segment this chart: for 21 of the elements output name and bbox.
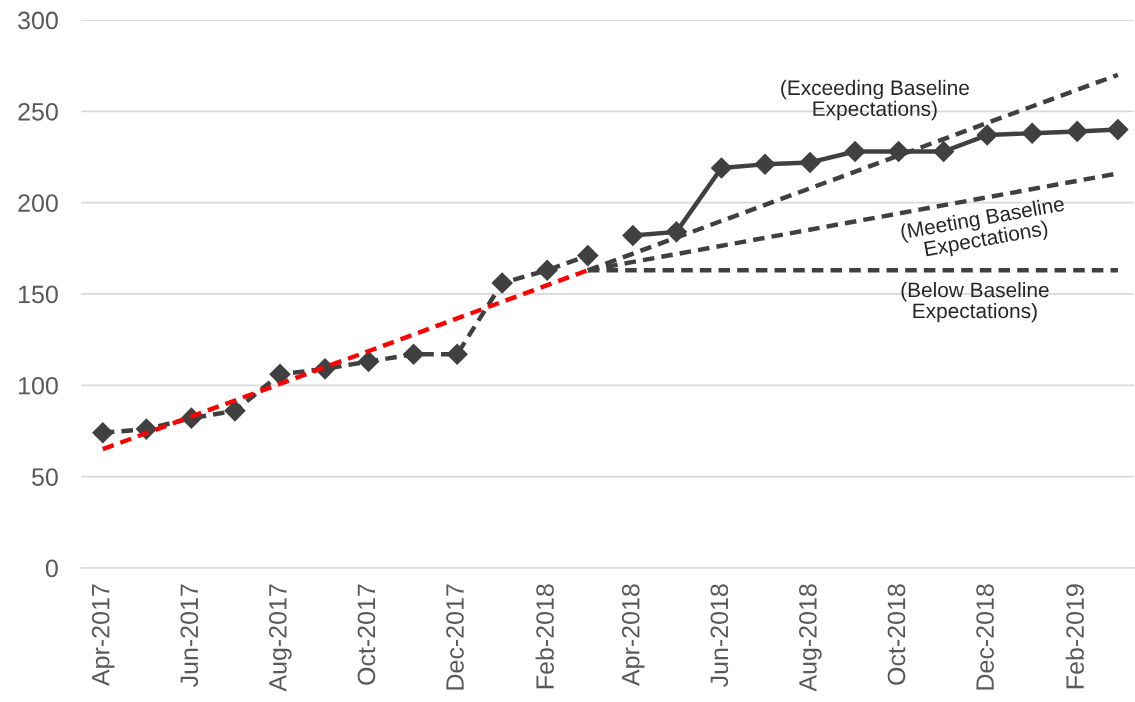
- x-tick-label: Apr-2017: [91, 584, 115, 686]
- y-tick-label: 100: [19, 376, 58, 395]
- x-tick-label: Oct-2018: [887, 584, 906, 685]
- x-tick-label: Feb-2018: [535, 584, 554, 689]
- y-tick-label: 150: [19, 285, 58, 304]
- y-tick-label: 250: [18, 102, 58, 121]
- x-tick-label: Dec-2017: [446, 584, 464, 690]
- x-tick-label: Dec-2018: [976, 584, 994, 690]
- x-tick-label: Aug-2018: [799, 584, 822, 692]
- x-tick-label: Apr-2018: [621, 584, 645, 686]
- x-tick-label: Jun-2018: [710, 584, 729, 688]
- x-tick-label: Jun-2017: [180, 584, 199, 688]
- x-tick-label: Aug-2017: [268, 584, 292, 692]
- y-tick-label: 0: [45, 559, 58, 578]
- x-tick-label: Oct-2017: [357, 584, 376, 685]
- y-tick-label: 50: [32, 468, 58, 486]
- y-tick-label: 300: [18, 11, 58, 30]
- y-tick-label: 200: [18, 194, 58, 212]
- annotation: (Exceeding Baseline Expectations): [781, 79, 969, 121]
- annotation: (Below Baseline Expectations): [901, 282, 1049, 323]
- x-tick-label: Feb-2019: [1065, 584, 1084, 689]
